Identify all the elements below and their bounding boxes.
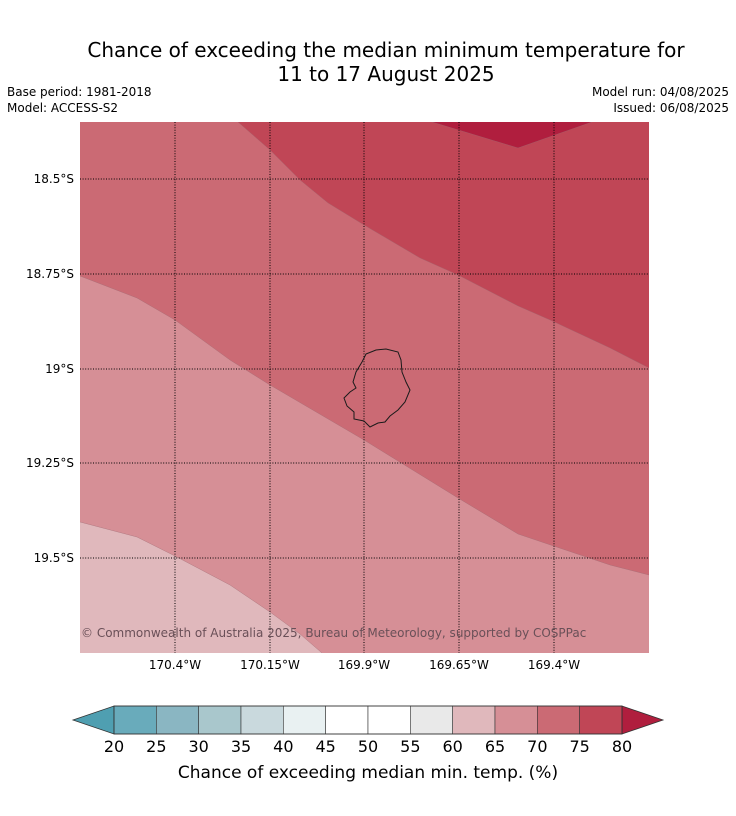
- colorbar-cell-40-45: [283, 705, 326, 735]
- colorbar-cells: [113, 705, 623, 735]
- colorbar-cell-45-50: [325, 705, 369, 735]
- meta-right: Model run: 04/08/2025 Issued: 06/08/2025: [592, 84, 729, 116]
- colorbar-tick-70: 70: [527, 737, 547, 756]
- lat-label-1: 18.5°S: [34, 172, 74, 186]
- colorbar-cell-65-70: [494, 705, 538, 735]
- colorbar-tick-75: 75: [569, 737, 589, 756]
- lat-label-3: 19°S: [45, 362, 74, 376]
- lat-label-2: 18.75°S: [26, 267, 74, 281]
- copyright-text: © Commonwealth of Australia 2025, Bureau…: [81, 626, 586, 640]
- lon-label-4: 169.65°W: [429, 658, 489, 672]
- model-run: Model run: 04/08/2025: [591, 85, 729, 99]
- colorbar-tick-60: 60: [442, 737, 462, 756]
- island-coastline: [343, 348, 411, 428]
- lon-label-5: 169.4°W: [528, 658, 580, 672]
- colorbar-tick-40: 40: [273, 737, 293, 756]
- colorbar-cell-30-35: [198, 705, 242, 735]
- lon-label-2: 170.15°W: [240, 658, 300, 672]
- colorbar-tick-45: 45: [315, 737, 335, 756]
- lon-label-3: 169.9°W: [338, 658, 390, 672]
- colorbar-over-arrow: [621, 705, 665, 735]
- colorbar-tick-50: 50: [358, 737, 378, 756]
- contour-boundaries: [80, 122, 649, 653]
- colorbar-tick-80: 80: [612, 737, 632, 756]
- colorbar-outline: [113, 705, 623, 735]
- colorbar-tick-35: 35: [231, 737, 251, 756]
- colorbar-cell-55-60: [410, 705, 453, 735]
- colorbar: 20 25 30 35 40 45 50 55 60 65 70 75 80 Chance of exc…: [71, 705, 665, 783]
- colorbar-cell-60-65: [452, 705, 496, 735]
- band-80-plus: [432, 122, 592, 148]
- latitude-labels: 18.5°S 18.75°S 19°S 19.25°S 19.5°S: [26, 172, 74, 565]
- colorbar-cell-75-80: [579, 705, 623, 735]
- colorbar-cell-70-75: [537, 705, 580, 735]
- graticule: [80, 122, 649, 653]
- map-title: Chance of exceeding the median minimum t…: [0, 38, 736, 86]
- colorbar-title: Chance of exceeding median min. temp. (%…: [178, 763, 558, 783]
- colorbar-cell-20-25: [113, 705, 157, 735]
- title-line-1: Chance of exceeding the median minimum t…: [87, 38, 685, 62]
- base-period: Base period: 1981-2018: [7, 85, 152, 99]
- band-60-65: [80, 522, 322, 653]
- longitude-labels: 170.4°W 170.15°W 169.9°W 169.65°W 169.4°…: [149, 658, 580, 672]
- lon-label-1: 170.4°W: [149, 658, 201, 672]
- colorbar-tick-65: 65: [485, 737, 505, 756]
- title-line-2: 11 to 17 August 2025: [277, 62, 495, 86]
- map-panel: © Commonwealth of Australia 2025, Bureau…: [80, 122, 649, 653]
- colorbar-tick-labels: 20 25 30 35 40 45 50 55 60 65 70 75 80: [104, 737, 632, 756]
- meta-left: Base period: 1981-2018 Model: ACCESS-S2: [7, 84, 152, 116]
- colorbar-tick-55: 55: [400, 737, 420, 756]
- colorbar-tick-20: 20: [104, 737, 124, 756]
- model-name: Model: ACCESS-S2: [7, 101, 119, 115]
- band-75-80: [238, 122, 649, 368]
- colorbar-cell-25-30: [156, 705, 199, 735]
- lat-label-4: 19.25°S: [26, 456, 74, 470]
- colorbar-cell-35-40: [240, 705, 284, 735]
- lat-label-5: 19.5°S: [34, 551, 74, 565]
- issued-date: Issued: 06/08/2025: [613, 101, 729, 115]
- colorbar-under-arrow: [71, 705, 115, 735]
- colorbar-tick-25: 25: [146, 737, 166, 756]
- colorbar-cell-50-55: [367, 705, 411, 735]
- colorbar-tick-30: 30: [188, 737, 208, 756]
